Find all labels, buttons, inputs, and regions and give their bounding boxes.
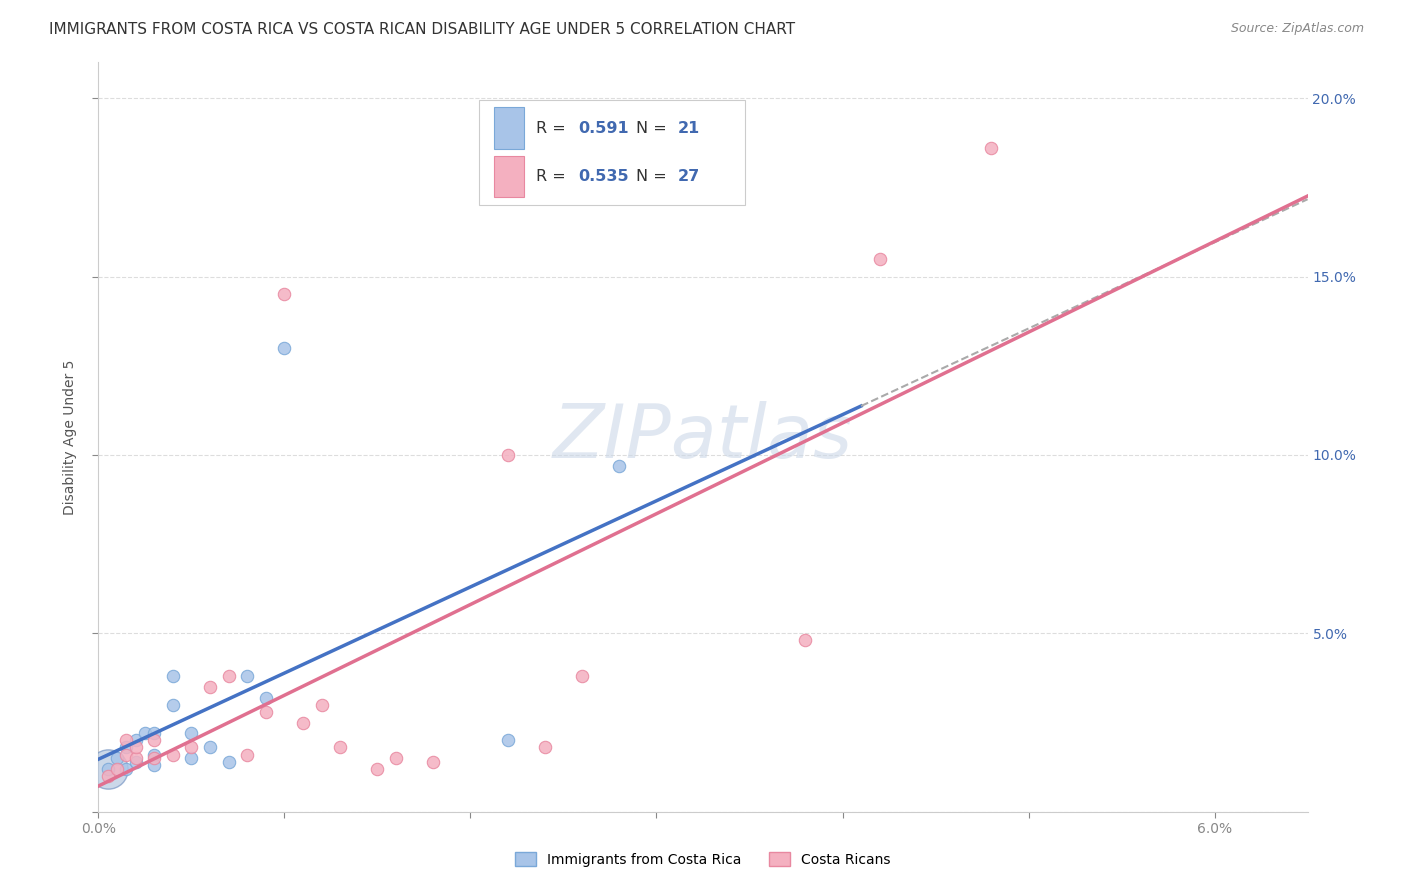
Point [124, 733, 146, 747]
Point [198, 680, 221, 694]
Point [162, 747, 184, 762]
Point [115, 740, 138, 755]
Point [180, 751, 202, 765]
Point [143, 733, 166, 747]
Legend: Immigrants from Costa Rica, Costa Ricans: Immigrants from Costa Rica, Costa Ricans [509, 847, 897, 872]
Text: R =: R = [536, 120, 571, 136]
Point [162, 698, 184, 712]
Point [422, 755, 444, 769]
Point [115, 733, 138, 747]
Point [97, 762, 120, 776]
Point [385, 751, 408, 765]
Point [607, 458, 630, 473]
Point [534, 740, 557, 755]
FancyBboxPatch shape [479, 100, 745, 205]
Point [254, 690, 277, 705]
Point [143, 758, 166, 772]
Point [143, 726, 166, 740]
Point [97, 762, 120, 776]
FancyBboxPatch shape [494, 107, 524, 149]
Text: IMMIGRANTS FROM COSTA RICA VS COSTA RICAN DISABILITY AGE UNDER 5 CORRELATION CHA: IMMIGRANTS FROM COSTA RICA VS COSTA RICA… [49, 22, 796, 37]
Point [236, 747, 259, 762]
Point [496, 448, 519, 462]
Point [105, 751, 128, 765]
Point [162, 669, 184, 683]
Point [124, 751, 146, 765]
FancyBboxPatch shape [494, 156, 524, 197]
Point [311, 698, 333, 712]
Y-axis label: Disability Age Under 5: Disability Age Under 5 [63, 359, 77, 515]
Point [115, 762, 138, 776]
Point [143, 751, 166, 765]
Point [143, 747, 166, 762]
Point [794, 633, 817, 648]
Point [496, 733, 519, 747]
Point [366, 762, 388, 776]
Point [97, 769, 120, 783]
Point [980, 141, 1002, 155]
Text: N =: N = [637, 120, 672, 136]
Text: 27: 27 [678, 169, 700, 185]
Point [180, 740, 202, 755]
Text: Source: ZipAtlas.com: Source: ZipAtlas.com [1230, 22, 1364, 36]
Point [115, 747, 138, 762]
Text: 0.591: 0.591 [578, 120, 628, 136]
Point [180, 726, 202, 740]
Point [254, 705, 277, 719]
Point [292, 715, 315, 730]
Text: N =: N = [637, 169, 672, 185]
Point [134, 726, 156, 740]
Point [273, 341, 295, 355]
Point [218, 755, 240, 769]
Point [869, 252, 891, 266]
Text: 21: 21 [678, 120, 700, 136]
Text: 0.535: 0.535 [578, 169, 628, 185]
Point [198, 740, 221, 755]
Point [218, 669, 240, 683]
Point [273, 287, 295, 301]
Text: ZIPatlas: ZIPatlas [553, 401, 853, 473]
Text: R =: R = [536, 169, 571, 185]
Point [236, 669, 259, 683]
Point [124, 740, 146, 755]
Point [329, 740, 352, 755]
Point [105, 762, 128, 776]
Point [571, 669, 593, 683]
Point [124, 755, 146, 769]
